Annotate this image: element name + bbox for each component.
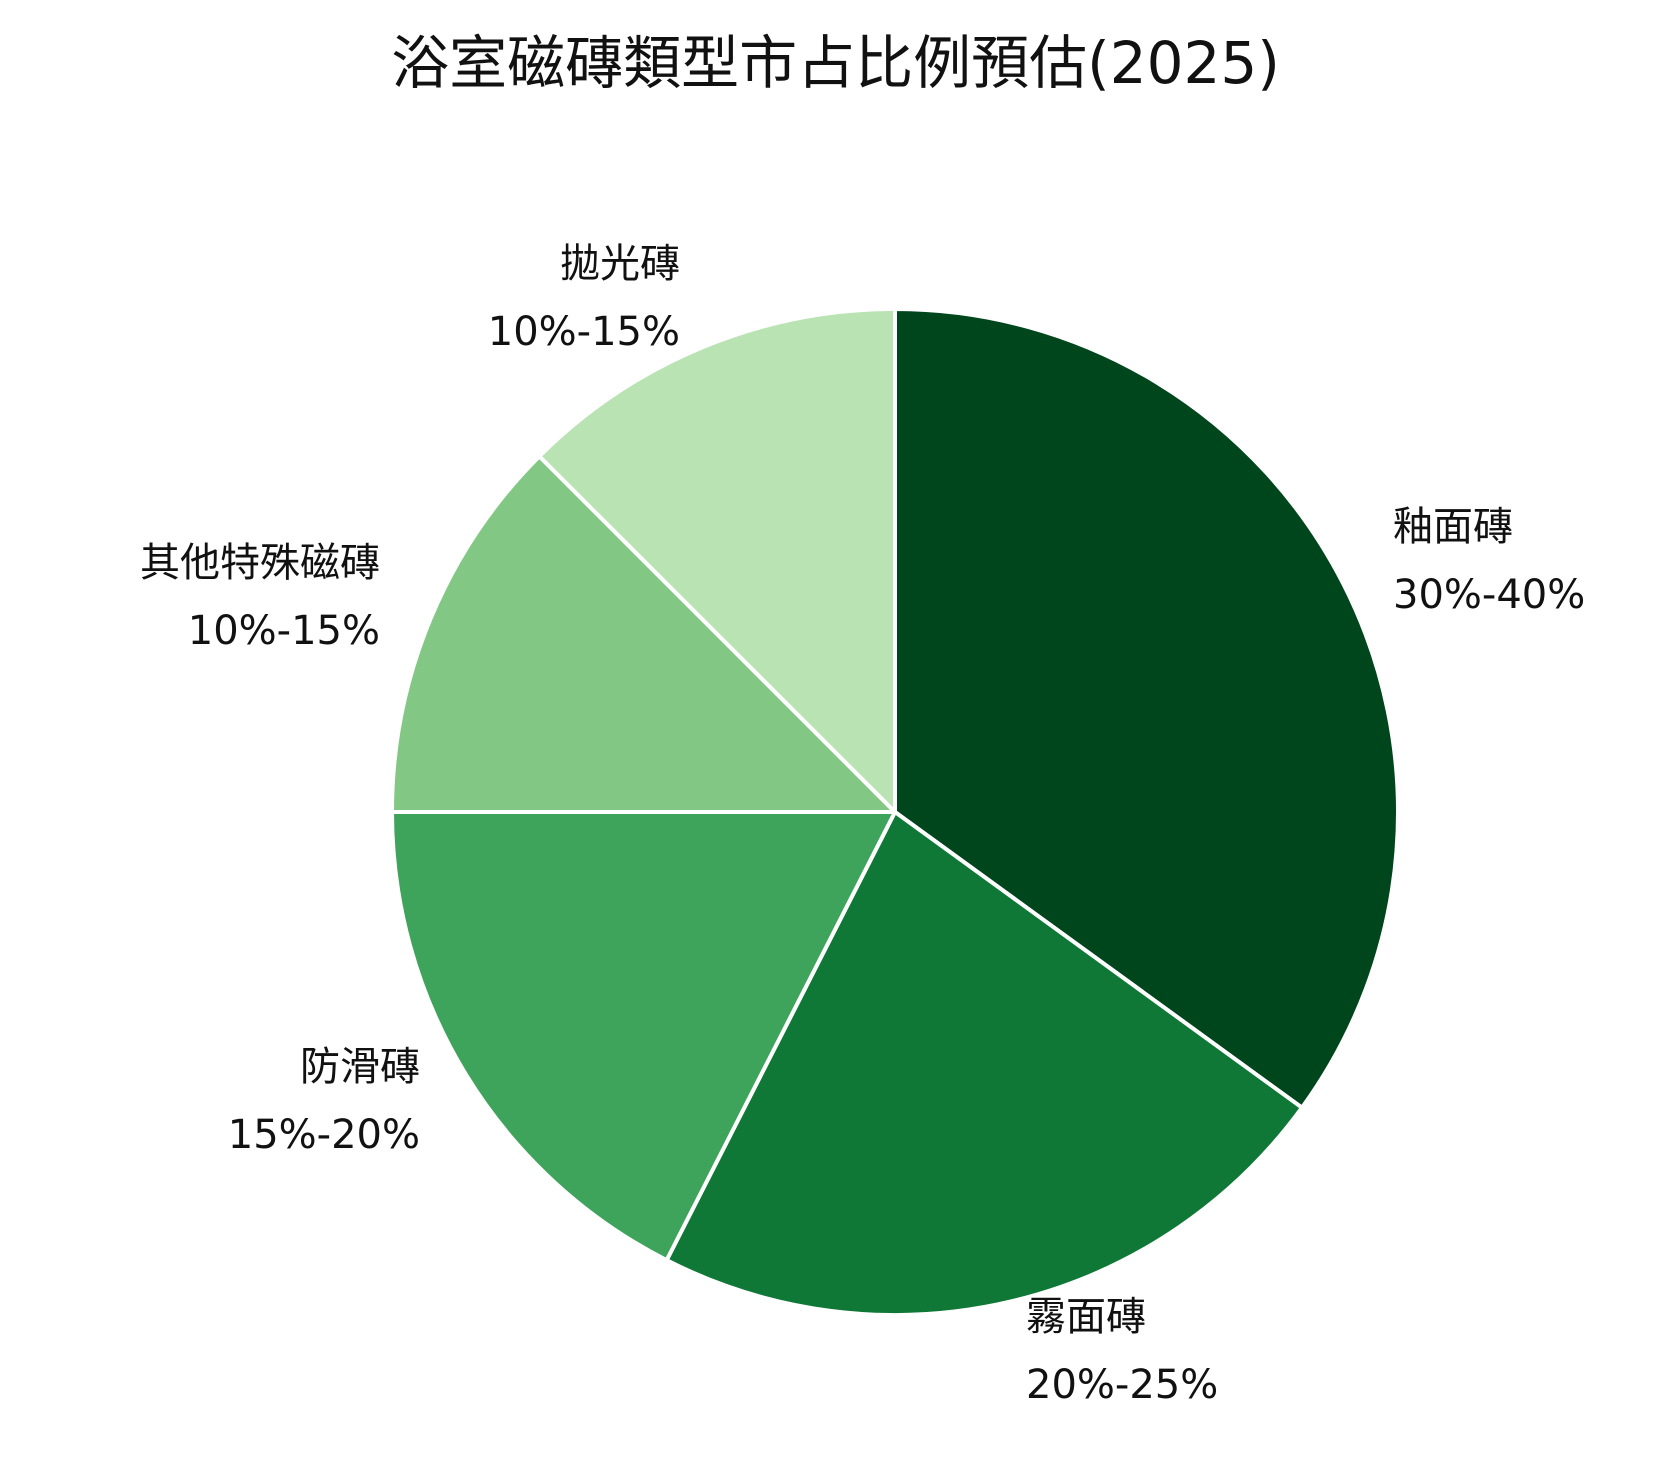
slice-name-label: 拋光磚 [560,241,680,287]
slice-name-label: 釉面磚 [1393,504,1513,550]
slice-range-label: 10%-15% [488,309,680,355]
slice-name-label: 其他特殊磁磚 [140,540,380,586]
pie-labels: 釉面磚 30%-40% 霧面磚 20%-25% 防滑磚 15%-20% 其他特殊磁磚 10%-… [140,241,1585,1408]
pie-slice-2 [664,810,1304,1318]
pie-slices [390,307,1401,1318]
slice-range-label: 30%-40% [1393,572,1585,618]
slice-range-label: 15%-20% [228,1112,420,1158]
pie-slice-5 [537,307,897,814]
pie-slice-1 [893,307,1401,1110]
chart-title: 浴室磁磚類型市占比例預估(2025) [391,29,1280,97]
slice-range-label: 20%-25% [1026,1362,1218,1408]
slice-range-label: 10%-15% [188,608,380,654]
slice-name-label: 防滑磚 [300,1044,420,1090]
pie-slice-3 [390,810,897,1263]
slice-name-label: 霧面磚 [1026,1294,1146,1340]
pie-slice-4 [390,454,897,814]
